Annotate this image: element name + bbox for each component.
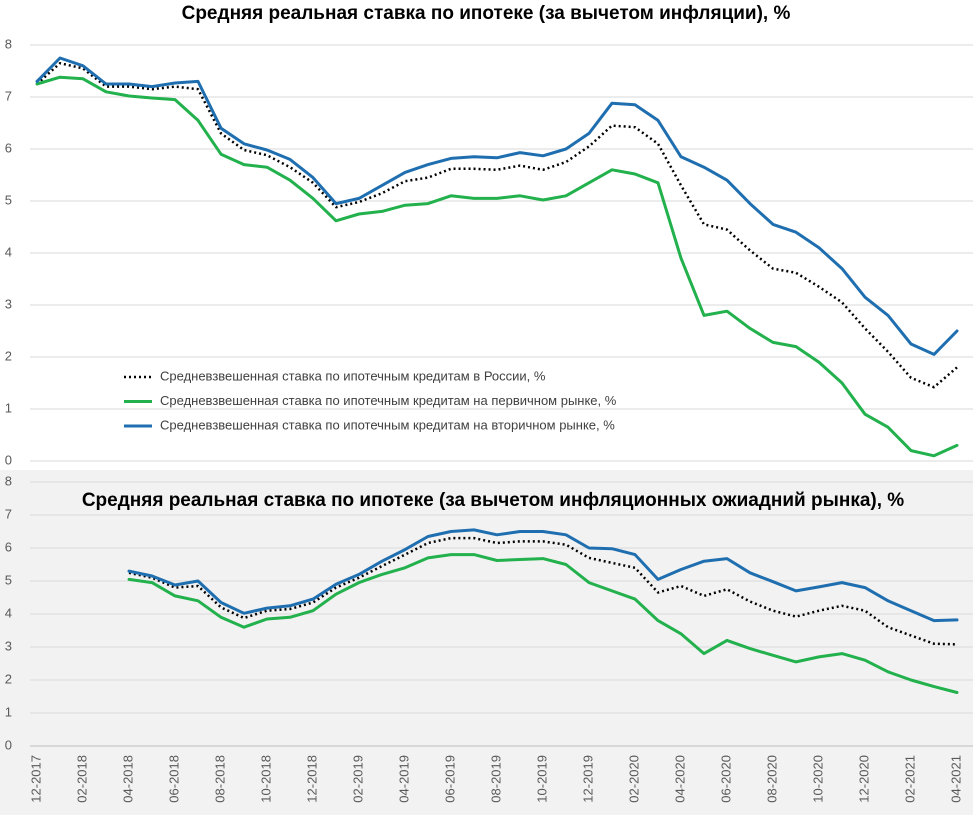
x-tick-label: 02-2019 [350, 755, 365, 803]
y-tick-label: 6 [5, 140, 12, 155]
y-tick-label: 4 [5, 605, 12, 620]
series-line [128, 536, 958, 646]
series-line [35, 75, 959, 458]
y-tick-label: 2 [5, 671, 12, 686]
x-tick-label: 02-2018 [74, 755, 89, 803]
x-tick-label: 02-2020 [626, 755, 641, 803]
x-tick-label: 06-2019 [442, 755, 457, 803]
x-tick-label: 08-2019 [488, 755, 503, 803]
x-tick-label: 04-2020 [672, 755, 687, 803]
x-tick-label: 10-2020 [810, 755, 825, 803]
y-tick-label: 1 [5, 704, 12, 719]
x-tick-label: 12-2018 [304, 755, 319, 803]
series-line [36, 61, 958, 389]
series-line [127, 528, 959, 623]
lower-panel [0, 470, 973, 815]
x-tick-label: 06-2018 [166, 755, 181, 803]
y-tick-label: 6 [5, 539, 12, 554]
x-tick-label: 08-2018 [212, 755, 227, 803]
y-tick-label: 3 [5, 638, 12, 653]
y-tick-label: 4 [5, 244, 12, 259]
y-tick-label: 8 [5, 36, 12, 51]
y-tick-label: 5 [5, 192, 12, 207]
y-tick-label: 8 [5, 473, 12, 488]
y-tick-label: 7 [5, 88, 12, 103]
x-tick-label: 12-2019 [580, 755, 595, 803]
y-tick-label: 0 [5, 452, 12, 467]
x-tick-label: 02-2021 [902, 755, 917, 803]
y-tick-label: 5 [5, 572, 12, 587]
x-tick-label: 10-2019 [534, 755, 549, 803]
y-tick-label: 7 [5, 506, 12, 521]
x-tick-label: 04-2018 [120, 755, 135, 803]
x-tick-label: 10-2018 [258, 755, 273, 803]
x-tick-label: 12-2020 [856, 755, 871, 803]
legend-label: Средневзвешенная ставка по ипотечным кре… [160, 368, 546, 383]
y-tick-label: 3 [5, 296, 12, 311]
y-tick-label: 2 [5, 348, 12, 363]
x-tick-label: 08-2020 [764, 755, 779, 803]
y-tick-label: 0 [5, 737, 12, 752]
x-tick-label: 04-2021 [948, 755, 963, 803]
chart-title: Средняя реальная ставка по ипотеке (за в… [182, 3, 791, 24]
series-line [127, 553, 959, 694]
series-line [35, 56, 959, 356]
legend-label: Средневзвешенная ставка по ипотечным кре… [160, 417, 615, 432]
y-tick-label: 1 [5, 400, 12, 415]
x-tick-label: 12-2017 [28, 755, 43, 803]
x-tick-label: 06-2020 [718, 755, 733, 803]
x-tick-label: 04-2019 [396, 755, 411, 803]
legend-label: Средневзвешенная ставка по ипотечным кре… [160, 393, 617, 408]
chart-title: Средняя реальная ставка по ипотеке (за в… [82, 490, 904, 511]
